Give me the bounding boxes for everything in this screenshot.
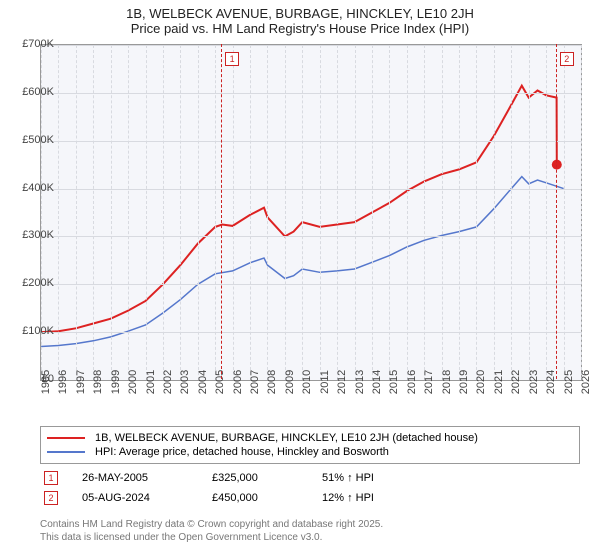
footer: Contains HM Land Registry data © Crown c… — [40, 518, 383, 544]
x-axis-label: 2004 — [197, 370, 209, 394]
marker-line — [221, 44, 222, 379]
x-axis-label: 2015 — [388, 370, 400, 394]
x-axis-label: 1996 — [57, 370, 69, 394]
series-line — [41, 86, 557, 332]
x-axis-label: 2018 — [441, 370, 453, 394]
x-axis-label: 2014 — [371, 370, 383, 394]
footer-line: Contains HM Land Registry data © Crown c… — [40, 518, 383, 531]
annotation-price: £450,000 — [212, 492, 322, 504]
x-axis-label: 2008 — [266, 370, 278, 394]
x-axis-label: 2021 — [493, 370, 505, 394]
chart-subtitle: Price paid vs. HM Land Registry's House … — [0, 21, 600, 36]
legend-label: HPI: Average price, detached house, Hinc… — [95, 446, 389, 458]
series-end-marker — [552, 160, 562, 170]
x-axis-label: 2025 — [563, 370, 575, 394]
annotation-date: 26-MAY-2005 — [82, 472, 212, 484]
marker-box: 1 — [225, 52, 239, 66]
x-axis-label: 2016 — [406, 370, 418, 394]
chart-plot-area — [40, 44, 582, 381]
footer-line: This data is licensed under the Open Gov… — [40, 531, 383, 544]
y-axis-label: £100K — [22, 325, 54, 337]
x-axis-label: 2003 — [179, 370, 191, 394]
marker-line — [556, 44, 557, 379]
x-axis-label: 2006 — [232, 370, 244, 394]
y-axis-label: £700K — [22, 38, 54, 50]
annotation-table: 1 26-MAY-2005£325,00051% ↑ HPI 2 05-AUG-202… — [40, 468, 580, 508]
annotation-row: 1 26-MAY-2005£325,00051% ↑ HPI — [40, 468, 580, 488]
x-axis-label: 2017 — [423, 370, 435, 394]
y-axis-label: £400K — [22, 182, 54, 194]
x-axis-label: 2001 — [145, 370, 157, 394]
chart-title: 1B, WELBECK AVENUE, BURBAGE, HINCKLEY, L… — [0, 6, 600, 21]
x-axis-label: 1997 — [75, 370, 87, 394]
x-axis-label: 2020 — [475, 370, 487, 394]
annotation-marker: 1 — [44, 471, 58, 485]
x-axis-label: 1999 — [110, 370, 122, 394]
y-axis-label: £200K — [22, 277, 54, 289]
y-axis-label: £300K — [22, 229, 54, 241]
x-axis-label: 2009 — [284, 370, 296, 394]
x-axis-label: 2013 — [354, 370, 366, 394]
x-axis-label: 2010 — [301, 370, 313, 394]
x-axis-label: 2011 — [319, 370, 331, 394]
x-axis-label: 2002 — [162, 370, 174, 394]
y-axis-label: £600K — [22, 86, 54, 98]
x-axis-label: 2023 — [528, 370, 540, 394]
annotation-row: 2 05-AUG-2024£450,00012% ↑ HPI — [40, 488, 580, 508]
x-axis-label: 2022 — [510, 370, 522, 394]
legend: 1B, WELBECK AVENUE, BURBAGE, HINCKLEY, L… — [40, 426, 580, 464]
x-axis-label: 2000 — [127, 370, 139, 394]
marker-box: 2 — [560, 52, 574, 66]
x-axis-label: 1995 — [40, 370, 52, 394]
x-axis-label: 2007 — [249, 370, 261, 394]
x-axis-label: 2019 — [458, 370, 470, 394]
legend-item: HPI: Average price, detached house, Hinc… — [47, 445, 573, 459]
legend-swatch — [47, 451, 85, 453]
chart-svg — [41, 45, 581, 380]
y-axis-label: £500K — [22, 134, 54, 146]
annotation-date: 05-AUG-2024 — [82, 492, 212, 504]
x-axis-label: 1998 — [92, 370, 104, 394]
x-axis-label: 2026 — [580, 370, 592, 394]
legend-item: 1B, WELBECK AVENUE, BURBAGE, HINCKLEY, L… — [47, 431, 573, 445]
annotation-marker: 2 — [44, 491, 58, 505]
annotation-hpi: 51% ↑ HPI — [322, 472, 442, 484]
annotation-hpi: 12% ↑ HPI — [322, 492, 442, 504]
x-axis-label: 2012 — [336, 370, 348, 394]
legend-swatch — [47, 437, 85, 439]
annotation-price: £325,000 — [212, 472, 322, 484]
legend-label: 1B, WELBECK AVENUE, BURBAGE, HINCKLEY, L… — [95, 432, 478, 444]
